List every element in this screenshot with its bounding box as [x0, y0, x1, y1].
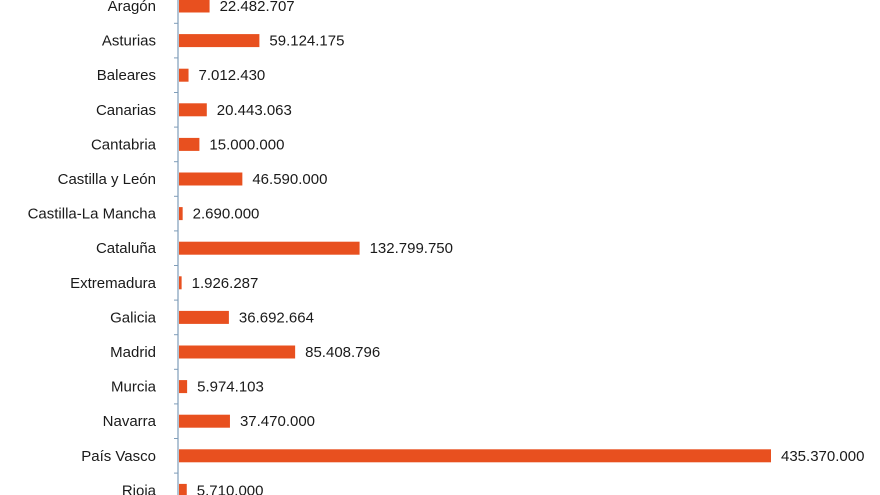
category-label: Murcia — [111, 379, 157, 396]
category-label: Cantabria — [91, 136, 157, 153]
category-label: Cataluña — [96, 240, 157, 257]
category-label: Aragón — [108, 0, 156, 15]
value-label: 22.482.707 — [220, 0, 295, 15]
value-label: 85.408.796 — [305, 344, 380, 361]
category-label: Rioja — [122, 482, 157, 495]
value-label: 37.470.000 — [240, 413, 315, 430]
value-label: 46.590.000 — [252, 171, 327, 188]
axis-layer — [174, 0, 179, 495]
value-label: 36.692.664 — [239, 309, 314, 326]
category-label: Galicia — [110, 309, 157, 326]
value-label: 15.000.000 — [209, 136, 284, 153]
value-label: 2.690.000 — [193, 206, 260, 223]
category-label: Navarra — [103, 413, 157, 430]
bar — [179, 207, 183, 221]
bar — [179, 483, 187, 495]
bar — [179, 380, 188, 394]
bar — [179, 310, 229, 324]
bar — [179, 241, 360, 255]
bar — [179, 68, 189, 82]
value-label: 435.370.000 — [781, 448, 864, 465]
category-label: Canarias — [96, 102, 156, 119]
category-label: Castilla y León — [58, 171, 156, 188]
bar — [179, 172, 243, 186]
labels-layer: Aragón 22.482.707 Asturias 59.124.175 Balear… — [28, 0, 865, 495]
bar — [179, 34, 260, 48]
bars-layer — [179, 0, 771, 495]
value-label: 132.799.750 — [370, 240, 453, 257]
value-label: 1.926.287 — [192, 275, 259, 292]
category-label: País Vasco — [81, 448, 156, 465]
value-label: 5.710.000 — [197, 482, 264, 495]
value-label: 5.974.103 — [197, 379, 264, 396]
category-label: Asturias — [102, 33, 156, 50]
category-label: Baleares — [97, 67, 156, 84]
bar — [179, 414, 230, 428]
bar — [179, 137, 200, 151]
bar — [179, 0, 210, 13]
bar — [179, 276, 182, 290]
bar — [179, 103, 207, 117]
category-label: Castilla-La Mancha — [28, 206, 157, 223]
bar — [179, 449, 771, 463]
value-label: 7.012.430 — [199, 67, 266, 84]
category-label: Madrid — [110, 344, 156, 361]
category-label: Extremadura — [70, 275, 157, 292]
bar — [179, 345, 296, 359]
value-label: 59.124.175 — [269, 33, 344, 50]
value-label: 20.443.063 — [217, 102, 292, 119]
